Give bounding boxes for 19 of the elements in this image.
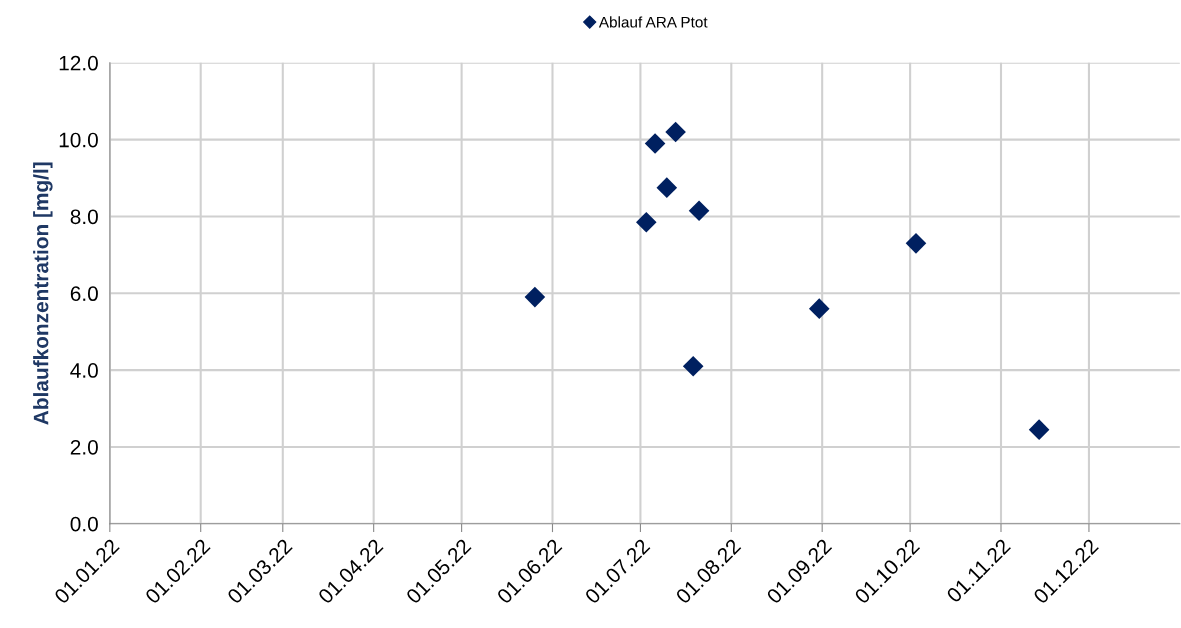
y-axis-title: Ablaufkonzentration [mg/l]: [33, 162, 53, 425]
point: [644, 133, 666, 154]
y-tick-label: 10.0: [59, 132, 98, 148]
y-tick-label: 4.0: [70, 363, 98, 378]
legend-label: Ablauf ARA Ptot: [598, 16, 708, 28]
point: [808, 298, 830, 319]
y-tick-label: 8.0: [70, 209, 98, 225]
y-tick-label: 2.0: [70, 439, 98, 455]
point: [524, 286, 546, 308]
point: [682, 355, 704, 377]
y-tick-label: 12.0: [59, 55, 98, 71]
y-tick-label: 0.0: [70, 516, 98, 532]
y-tick-label: 6.0: [70, 286, 98, 302]
point: [688, 200, 710, 221]
point: [905, 233, 927, 254]
point: [656, 177, 678, 198]
point: [1028, 419, 1050, 440]
point: [635, 211, 657, 233]
point: [665, 121, 686, 143]
